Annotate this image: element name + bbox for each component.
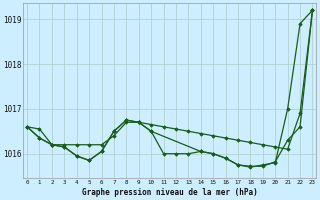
X-axis label: Graphe pression niveau de la mer (hPa): Graphe pression niveau de la mer (hPa) xyxy=(82,188,258,197)
